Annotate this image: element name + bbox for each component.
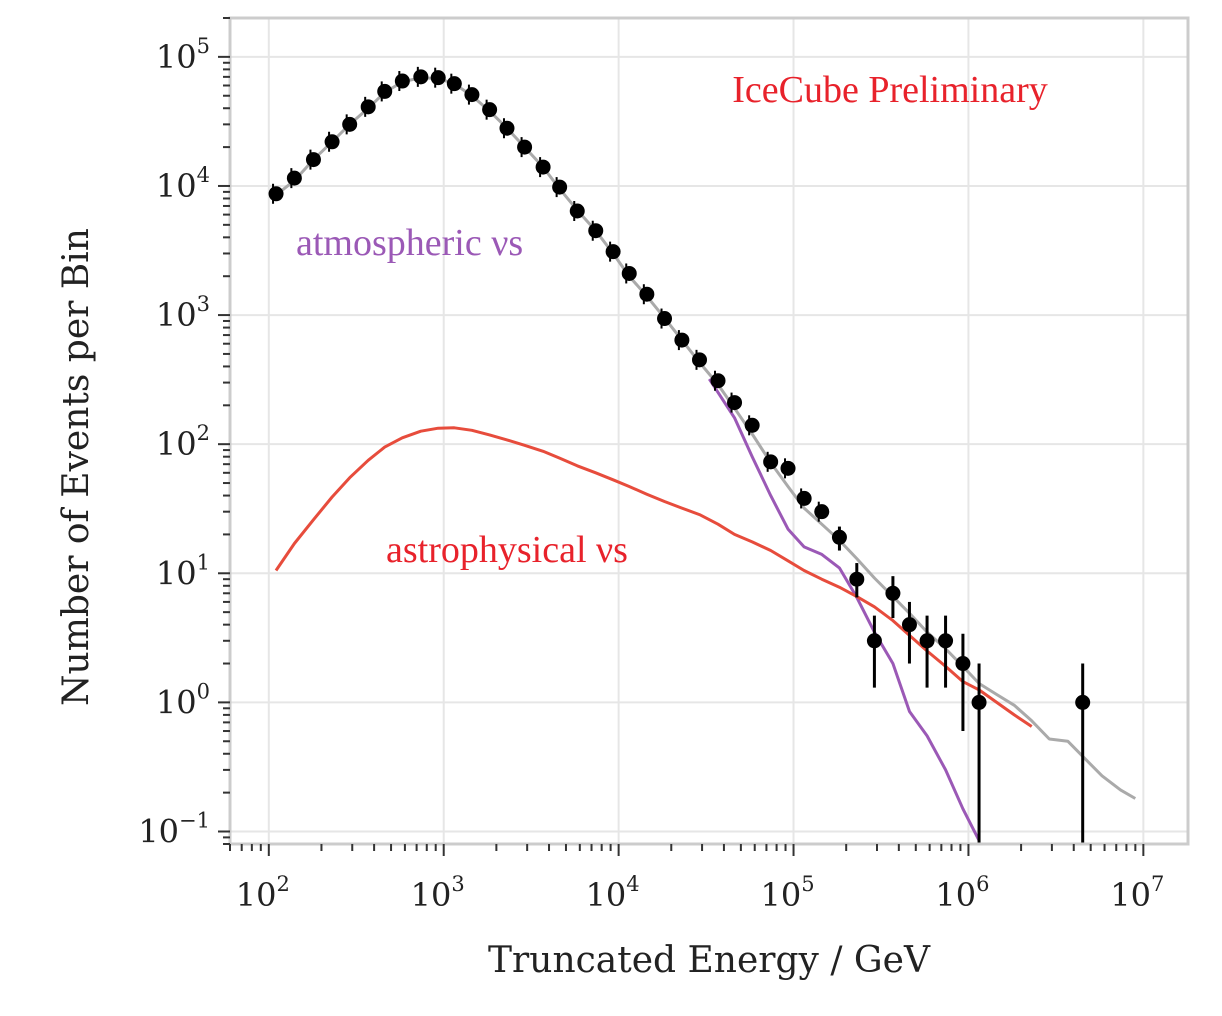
data-point: [938, 633, 954, 649]
x-tick-label: 102: [236, 872, 290, 914]
y-tick-label: 104: [156, 163, 210, 205]
data-point: [763, 454, 779, 470]
data-point: [901, 617, 917, 633]
y-tick-label: 102: [156, 421, 210, 463]
data-point: [394, 73, 410, 89]
data-point: [569, 203, 585, 219]
data-point: [831, 529, 847, 545]
x-axis-title: Truncated Energy / GeV: [488, 940, 931, 981]
data-point: [324, 134, 340, 150]
data-point: [446, 76, 462, 92]
y-tick-label: 100: [156, 679, 210, 721]
data-point: [1075, 694, 1091, 710]
data-point: [342, 116, 358, 132]
data-point: [796, 490, 812, 506]
data-point: [552, 179, 568, 195]
data-point: [482, 102, 498, 118]
plot-frame: [228, 16, 1190, 846]
y-tick-label: 101: [156, 550, 210, 592]
data-point: [413, 69, 429, 85]
x-tick-label: 103: [411, 872, 465, 914]
data-point: [744, 417, 760, 433]
data-point: [727, 395, 743, 411]
data-point: [305, 152, 321, 168]
data-point: [605, 244, 621, 260]
data-point: [360, 99, 376, 115]
data-point: [588, 223, 604, 239]
data-point: [268, 186, 284, 202]
data-point: [377, 83, 393, 99]
grid: [230, 18, 1188, 844]
x-tick-label: 104: [586, 872, 640, 914]
y-axis-title: Number of Events per Bin: [56, 228, 97, 706]
x-tick-label: 106: [935, 872, 989, 914]
x-tick-label: 107: [1110, 872, 1164, 914]
data-point: [499, 120, 515, 136]
data-point: [621, 265, 637, 281]
data-point: [692, 352, 707, 368]
data-points-layer: [268, 66, 1091, 844]
data-point: [517, 139, 533, 155]
series-line-atmospheric: [708, 378, 981, 842]
data-point: [885, 585, 901, 601]
y-tick-label: 10−1: [138, 808, 210, 850]
data-point: [780, 460, 796, 476]
data-point: [971, 694, 987, 710]
data-point: [849, 571, 865, 587]
data-point: [535, 159, 551, 175]
data-point: [286, 170, 302, 186]
x-tick-label: 105: [760, 872, 814, 914]
axis-ticks: 102 103 104 105 106 107 10−1 100 101 102 103 104 105: [138, 17, 1164, 914]
data-point: [674, 332, 690, 348]
data-point: [710, 373, 726, 389]
annotation-icecube-preliminary: IceCube Preliminary: [732, 69, 1048, 111]
data-point: [814, 504, 830, 520]
data-point: [955, 656, 971, 672]
data-point: [657, 311, 673, 327]
y-tick-label: 105: [156, 34, 210, 76]
data-point: [430, 70, 446, 86]
data-point: [464, 87, 480, 103]
data-point: [866, 633, 882, 649]
annotation-atmospheric: atmospheric νs: [296, 222, 523, 264]
y-tick-label: 103: [156, 292, 210, 334]
data-point: [919, 633, 935, 649]
annotation-astrophysical: astrophysical νs: [386, 529, 628, 571]
series-line-astrophysical: [274, 426, 1033, 728]
data-point: [639, 286, 655, 302]
